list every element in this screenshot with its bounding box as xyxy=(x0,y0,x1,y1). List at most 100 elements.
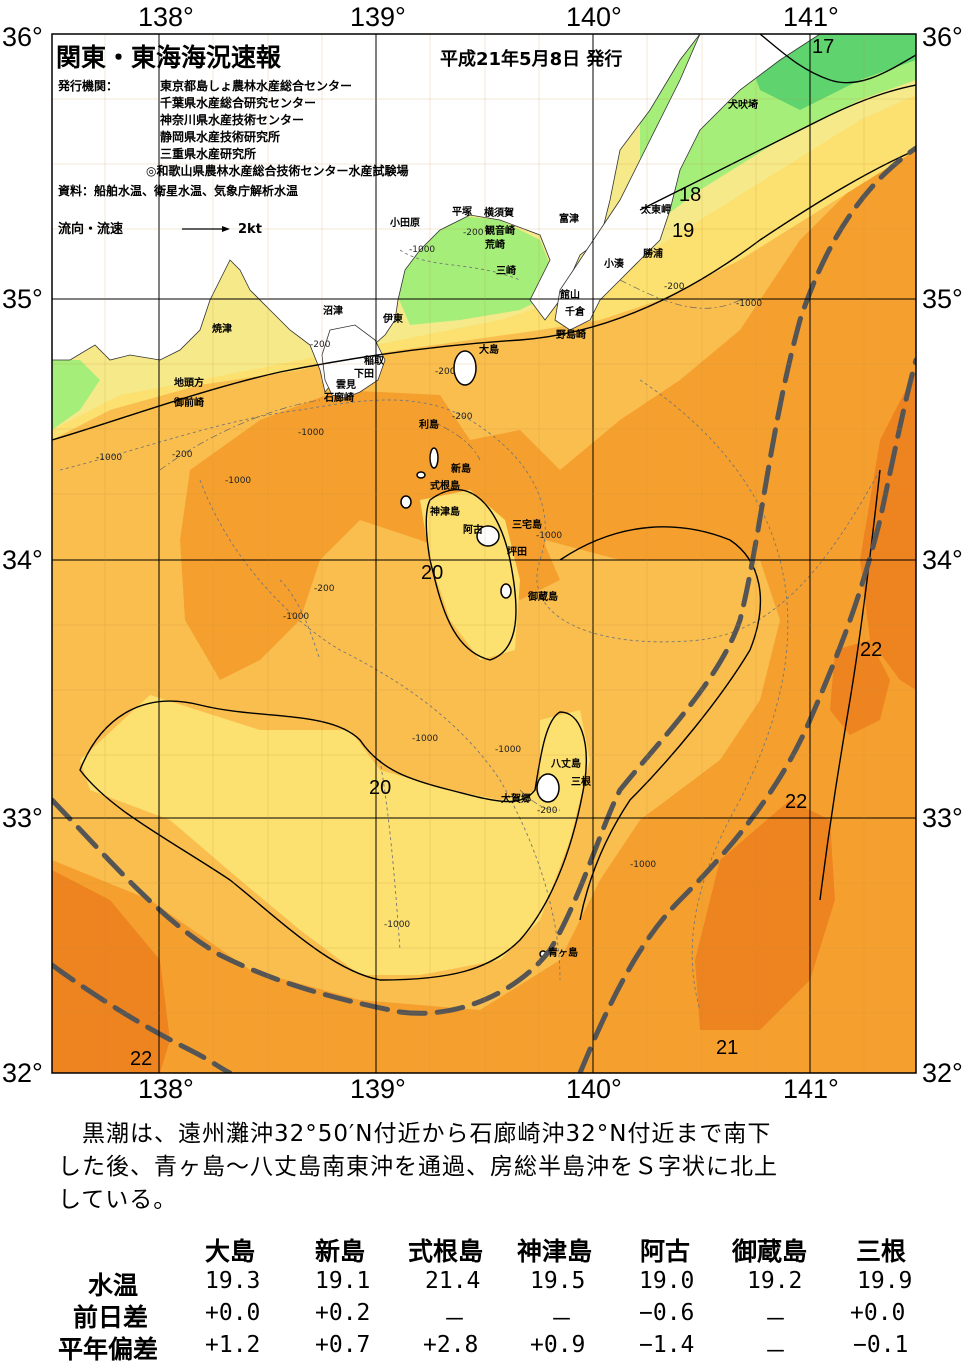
table-cell: +1.2 xyxy=(205,1332,261,1358)
publisher-1: 東京都島しょ農林水産総合センター xyxy=(160,79,353,93)
place-okago: 大賀郷 xyxy=(501,794,531,805)
place-omaezaki: 御前崎 xyxy=(174,398,204,409)
depth-label: -1000 xyxy=(409,245,436,255)
table-cell: － xyxy=(764,1339,787,1365)
table-cell: +0.9 xyxy=(530,1332,586,1358)
table-col-shikinejima: 式根島 xyxy=(408,1237,484,1266)
depth-contours xyxy=(59,249,881,1011)
depth-label: -1000 xyxy=(96,453,123,463)
publisher-3: 神奈川県水産技術センター xyxy=(160,113,305,127)
depth-label: -1000 xyxy=(736,299,763,309)
island-shikinejima xyxy=(400,495,412,509)
map-title: 関東・東海海況速報 xyxy=(56,43,282,72)
table-cell: −1.4 xyxy=(639,1332,695,1358)
isotherm-label-22-east: 22 xyxy=(860,639,883,661)
depth-label: -1000 xyxy=(298,428,325,438)
lat-label-34-right: 34° xyxy=(922,545,963,575)
table-col-mitsune: 三根 xyxy=(856,1237,907,1266)
fine-grid xyxy=(52,34,916,1073)
island-hachijojima xyxy=(536,773,560,803)
place-yaizu: 焼津 xyxy=(212,324,232,335)
graticule xyxy=(52,34,916,1073)
place-aogashima: 青ヶ島 xyxy=(548,948,578,959)
place-inatori: 稲取 xyxy=(364,356,384,367)
place-taitomisaki: 太東岬 xyxy=(641,205,671,216)
place-arasaki: 荒崎 xyxy=(485,240,505,251)
place-ito: 伊東 xyxy=(383,314,403,325)
place-irozaki: 石廊崎 xyxy=(324,393,354,404)
table-cell: −0.6 xyxy=(639,1300,695,1326)
lon-label-140-top: 140° xyxy=(566,2,622,32)
place-yokosuka: 横須賀 xyxy=(484,208,514,219)
isotherm-label-20-south: 20 xyxy=(369,777,392,799)
temp-zone-19-20-south xyxy=(80,695,590,975)
publisher-5: 三重県水産研究所 xyxy=(160,147,257,161)
depth-label: -1000 xyxy=(630,860,657,870)
island-toshima xyxy=(429,447,439,469)
table-col-oshima: 大島 xyxy=(205,1237,256,1266)
place-hachijojima: 八丈島 xyxy=(551,759,581,770)
current-legend-arrow xyxy=(182,226,230,232)
place-miyakejima: 三宅島 xyxy=(512,520,542,531)
place-odawara: 小田原 xyxy=(390,218,420,229)
depth-label: -1000 xyxy=(495,745,522,755)
place-nojimazaki: 野島崎 xyxy=(556,330,586,341)
depth-label: -200 xyxy=(310,340,331,350)
place-misaki: 三崎 xyxy=(496,266,516,277)
data-sources: 資料：船舶水温、衛星水温、気象庁解析水温 xyxy=(58,184,299,198)
current-legend-label: 流向・流速 xyxy=(58,222,124,237)
table-cell: 21.4 xyxy=(425,1268,481,1294)
depth-contours-200 xyxy=(159,279,741,811)
place-kumomi: 雲見 xyxy=(336,380,356,391)
current-legend-value: 2kt xyxy=(238,222,262,237)
table-cell: 19.0 xyxy=(639,1268,695,1294)
depth-label: -200 xyxy=(435,367,456,377)
land-izu xyxy=(321,324,386,399)
table-row-label-temp: 水温 xyxy=(88,1271,139,1300)
place-toshima: 利島 xyxy=(419,420,439,431)
place-shimoda: 下田 xyxy=(354,369,374,380)
table-cell: −0.1 xyxy=(853,1332,909,1358)
lon-label-141-bottom: 141° xyxy=(783,1074,839,1104)
temp-zone-21-22-east xyxy=(52,140,916,1073)
depth-label: -200 xyxy=(452,412,473,422)
temp-zone-22-east2 xyxy=(830,640,890,735)
table-cell: 19.3 xyxy=(205,1268,261,1294)
table-col-niijima: 新島 xyxy=(315,1237,366,1266)
island-oshima xyxy=(453,350,477,386)
place-kozushima: 神津島 xyxy=(430,507,460,518)
place-kannonzaki: 観音崎 xyxy=(485,226,515,237)
lon-label-139-top: 139° xyxy=(350,2,406,32)
island-mikurajima xyxy=(500,583,512,599)
place-tsubota: 坪田 xyxy=(507,547,527,558)
table-cell: 19.9 xyxy=(857,1268,913,1294)
place-tateyama: 館山 xyxy=(560,290,580,301)
place-futtsu: 富津 xyxy=(559,214,579,225)
isotherm-label-17: 17 xyxy=(812,36,835,58)
place-mitsune: 三根 xyxy=(571,777,591,788)
temp-zone-22-west xyxy=(52,870,170,1073)
lon-label-140-bottom: 140° xyxy=(566,1074,622,1104)
place-ako: 阿古 xyxy=(463,525,483,536)
depth-label: -1000 xyxy=(536,531,563,541)
isotherm-label-18: 18 xyxy=(679,184,702,206)
table-cell: +0.7 xyxy=(315,1332,371,1358)
lon-label-138-bottom: 138° xyxy=(138,1074,194,1104)
publisher-label: 発行機関： xyxy=(58,79,119,93)
lat-label-34-left: 34° xyxy=(2,545,43,575)
isotherm-label-21: 21 xyxy=(716,1037,739,1059)
lat-label-33-left: 33° xyxy=(2,803,43,833)
island-niijima xyxy=(416,471,426,479)
place-katsuura: 勝浦 xyxy=(643,249,663,260)
place-oshima: 大島 xyxy=(479,345,499,356)
place-hiratsuka: 平塚 xyxy=(452,207,472,218)
place-jitogata: 地頭方 xyxy=(174,378,204,389)
lon-label-138-top: 138° xyxy=(138,2,194,32)
depth-label: -1000 xyxy=(412,734,439,744)
table-col-kozushima: 神津島 xyxy=(517,1237,593,1266)
depth-label: -1000 xyxy=(384,920,411,930)
table-cell: － xyxy=(764,1307,787,1333)
lon-label-141-top: 141° xyxy=(783,2,839,32)
lat-label-36-right: 36° xyxy=(922,22,963,52)
depth-label: -200 xyxy=(664,282,685,292)
